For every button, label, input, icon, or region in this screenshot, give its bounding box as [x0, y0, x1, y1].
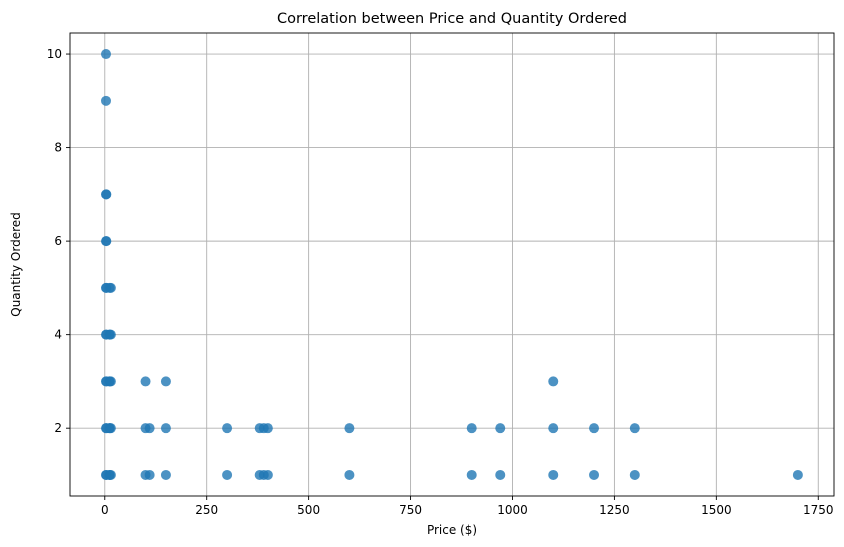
x-tick-label: 1500	[701, 503, 732, 517]
data-point	[160, 423, 171, 434]
data-points	[100, 49, 803, 480]
data-point	[160, 376, 171, 387]
data-point	[589, 469, 600, 480]
data-point	[495, 469, 506, 480]
x-tick-label: 750	[399, 503, 422, 517]
y-tick-label: 6	[54, 234, 62, 248]
data-point	[629, 469, 640, 480]
data-point	[101, 236, 112, 247]
data-point	[222, 423, 233, 434]
data-point	[222, 469, 233, 480]
data-point	[262, 469, 273, 480]
data-point	[144, 423, 155, 434]
data-point	[344, 469, 355, 480]
x-tick-label: 1250	[599, 503, 630, 517]
chart-title: Correlation between Price and Quantity O…	[277, 11, 627, 27]
data-point	[466, 423, 477, 434]
x-tick-label: 1000	[497, 503, 528, 517]
y-tick-label: 10	[47, 47, 62, 61]
x-axis-label: Price ($)	[427, 523, 477, 537]
x-tick-label: 500	[297, 503, 320, 517]
axis-ticks: 0 250 500 750 1000 1250 1500 1750 2 4 6 8 10	[47, 47, 834, 517]
data-point	[262, 423, 273, 434]
data-point	[105, 469, 116, 480]
y-tick-label: 4	[54, 328, 62, 342]
data-point	[589, 423, 600, 434]
x-tick-label: 250	[195, 503, 218, 517]
x-tick-label: 0	[101, 503, 109, 517]
data-point	[495, 423, 506, 434]
data-point	[100, 49, 111, 60]
grid	[70, 33, 834, 496]
y-tick-label: 8	[54, 141, 62, 155]
data-point	[105, 376, 116, 387]
plot-frame	[69, 32, 835, 497]
x-tick-label: 1750	[803, 503, 834, 517]
data-point	[792, 469, 803, 480]
data-point	[101, 189, 112, 200]
data-point	[100, 95, 111, 106]
data-point	[105, 282, 116, 293]
data-point	[105, 423, 116, 434]
data-point	[144, 469, 155, 480]
data-point	[105, 329, 116, 340]
data-point	[466, 469, 477, 480]
data-point	[548, 469, 559, 480]
data-point	[548, 423, 559, 434]
data-point	[344, 423, 355, 434]
data-point	[140, 376, 151, 387]
data-point	[548, 376, 559, 387]
data-point	[160, 469, 171, 480]
data-point	[629, 423, 640, 434]
y-axis-label: Quantity Ordered	[9, 212, 23, 317]
y-tick-label: 2	[54, 421, 62, 435]
